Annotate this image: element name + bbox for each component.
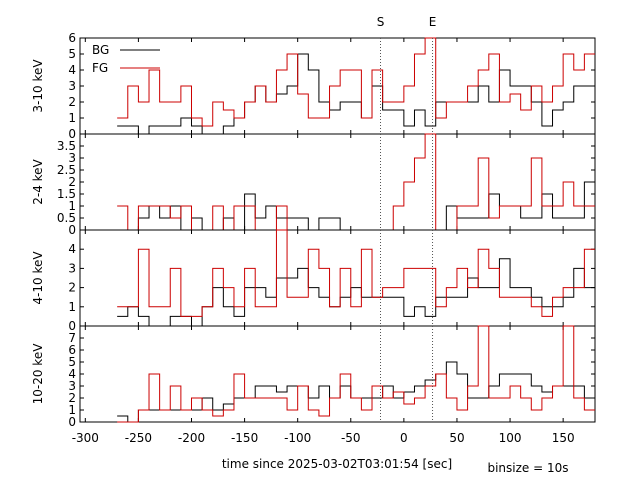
panel-3: 0 1 2 3 4 4-10 keV [31, 229, 596, 333]
series-fg-line [117, 133, 595, 231]
y-tick-label: 6 [68, 31, 76, 45]
y-tick-label: 7 [68, 331, 76, 345]
y-axis-label: 2-4 keV [31, 158, 45, 204]
y-tick-label: 5 [68, 47, 76, 61]
x-tick-label: -50 [341, 431, 361, 445]
y-tick-label: 1 [68, 300, 76, 314]
y-tick-label: 2 [68, 175, 76, 189]
y-tick-label: 1 [68, 111, 76, 125]
x-tick-label: -100 [284, 431, 311, 445]
y-axis-label: 3-10 keV [31, 59, 45, 113]
y-tick-label: 0.5 [57, 211, 76, 225]
y-tick-label: 3 [68, 379, 76, 393]
panel-frame [79, 229, 596, 327]
y-tick-label: 2 [68, 281, 76, 295]
y-tick-label: 2.5 [57, 163, 76, 177]
y-tick-label: 4 [68, 242, 76, 256]
y-tick-label: 0 [68, 223, 76, 237]
series-fg-line [117, 229, 595, 317]
x-tick-label: 150 [552, 431, 575, 445]
y-tick-label: 3 [68, 261, 76, 275]
y-tick-label: 3 [68, 79, 76, 93]
y-tick-label: 5 [68, 355, 76, 369]
panel-2: 00.511.522.533.5 2-4 keV [31, 133, 596, 237]
panel-1: 0 1 2 3 4 5 6 3-10 keV [31, 31, 596, 141]
y-tick-label: 6 [68, 343, 76, 357]
x-tick-label: -150 [231, 431, 258, 445]
y-tick-label: 3 [68, 151, 76, 165]
x-axis-label: time since 2025-03-02T03:01:54 [sec] [222, 457, 452, 471]
y-tick-label: 4 [68, 63, 76, 77]
panel-frame [79, 133, 596, 231]
legend-label-fg: FG [92, 61, 108, 75]
x-tick-label: -300 [72, 431, 99, 445]
y-tick-label: 3.5 [57, 139, 76, 153]
y-tick-label: 4 [68, 367, 76, 381]
legend-label-bg: BG [92, 43, 109, 57]
marker-label-S: S [377, 15, 385, 29]
x-tick-label: -250 [125, 431, 152, 445]
y-tick-label: 0 [68, 415, 76, 429]
y-tick-label: 2 [68, 391, 76, 405]
y-tick-label: 1 [68, 199, 76, 213]
legend: BG FG [92, 43, 160, 75]
y-tick-label: 1 [68, 403, 76, 417]
x-axis: -300 -250 -200 -150 -100 -50 0 50 100 150 [72, 431, 575, 445]
binsize-note: binsize = 10s [487, 461, 568, 475]
y-tick-label: 0 [68, 319, 76, 333]
y-axis-label: 4-10 keV [31, 251, 45, 305]
series-fg-line [117, 325, 595, 423]
y-axis-label: 10-20 keV [31, 343, 45, 405]
series-bg-line [117, 53, 595, 135]
x-tick-label: 100 [499, 431, 522, 445]
y-tick-label: 1.5 [57, 187, 76, 201]
series-fg-line [117, 37, 595, 127]
y-tick-label: 2 [68, 95, 76, 109]
series-bg-line [117, 361, 595, 423]
x-tick-label: 50 [449, 431, 464, 445]
y-tick-label: 0 [68, 127, 76, 141]
marker-label-E: E [429, 15, 437, 29]
x-tick-label: -200 [178, 431, 205, 445]
x-tick-label: 0 [400, 431, 408, 445]
